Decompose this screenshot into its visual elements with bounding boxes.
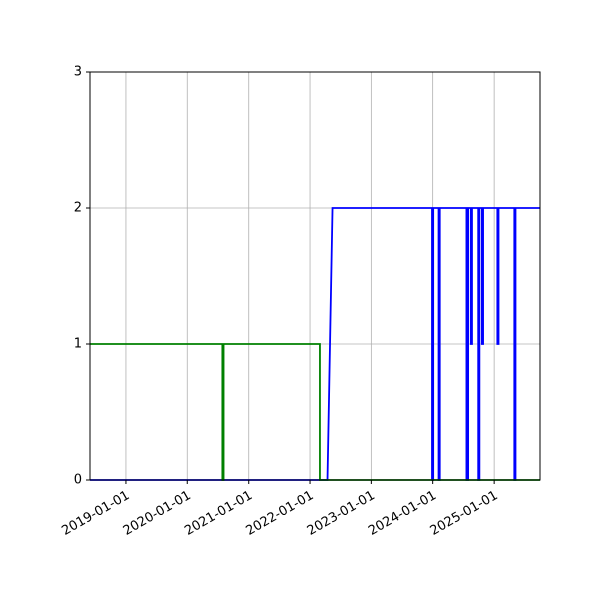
y-axis: 0 1 2 3 — [74, 65, 90, 488]
y-tick-label: 2 — [74, 201, 82, 216]
series-line-1 — [90, 207, 540, 481]
series-line-2 — [90, 343, 540, 481]
y-tick-label: 0 — [74, 473, 82, 488]
plot-frame — [89, 71, 541, 481]
y-tick-label: 3 — [74, 65, 82, 80]
series-group — [90, 207, 540, 481]
y-tick-label: 1 — [74, 337, 82, 352]
